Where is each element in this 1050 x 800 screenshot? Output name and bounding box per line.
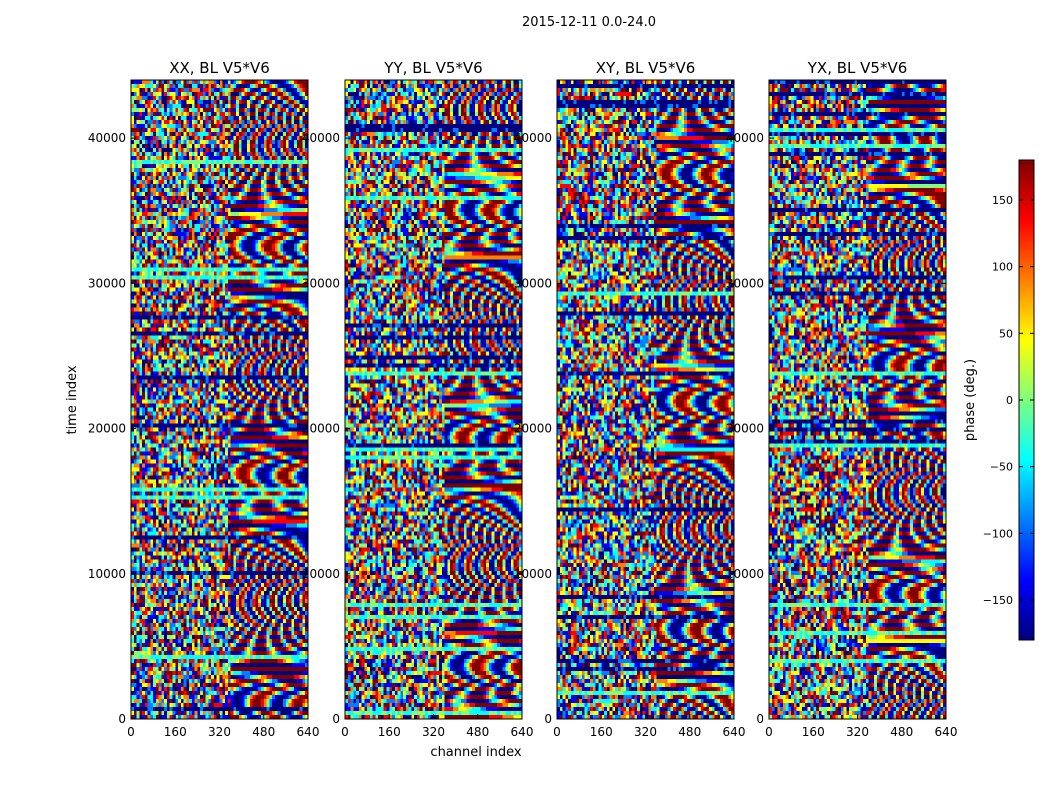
colorbar-tick-label: 0 <box>1006 394 1013 407</box>
y-tick-label: 30000 <box>88 276 126 290</box>
y-axis-label: time index <box>65 365 80 434</box>
phase-heatmap-image <box>131 80 308 719</box>
colorbar-tick-label: −100 <box>983 527 1013 540</box>
panel-title: XY, BL V5*V6 <box>596 59 696 77</box>
x-tick-label: 640 <box>297 725 320 739</box>
colorbar: −150 −100 −50 0 50 100 150 phase (deg.) <box>963 159 1035 641</box>
y-tick-label: 0 <box>544 712 552 726</box>
panel-title: XX, BL V5*V6 <box>169 59 270 77</box>
y-tick-label: 20000 <box>726 422 764 436</box>
y-tick-label: 0 <box>118 712 126 726</box>
y-tick-label: 40000 <box>514 131 552 145</box>
x-tick-label: 480 <box>466 725 489 739</box>
phase-heatmap-image <box>769 80 946 719</box>
colorbar-tick-label: 50 <box>999 327 1013 340</box>
panel-title: YX, BL V5*V6 <box>807 59 908 77</box>
y-tick-label: 40000 <box>726 131 764 145</box>
x-tick-label: 0 <box>553 725 561 739</box>
panel-1: XX, BL V5*V6 0 160 320 480 640 0 10000 20000 3000… <box>88 59 320 739</box>
x-tick-label: 480 <box>678 725 701 739</box>
y-tick-label: 10000 <box>726 567 764 581</box>
phase-heatmap-image <box>557 80 734 719</box>
x-tick-label: 640 <box>935 725 958 739</box>
x-tick-label: 640 <box>723 725 746 739</box>
panel-title: YY, BL V5*V6 <box>383 59 482 77</box>
x-tick-label: 160 <box>590 725 613 739</box>
colorbar-label: phase (deg.) <box>963 359 978 441</box>
y-tick-label: 10000 <box>88 567 126 581</box>
y-tick-label: 30000 <box>726 276 764 290</box>
figure-suptitle: 2015-12-11 0.0-24.0 <box>522 15 656 30</box>
x-tick-label: 480 <box>252 725 275 739</box>
y-tick-label: 40000 <box>88 131 126 145</box>
x-tick-label: 320 <box>634 725 657 739</box>
y-tick-label: 0 <box>756 712 764 726</box>
colorbar-tick-label: −50 <box>990 461 1013 474</box>
x-tick-label: 160 <box>164 725 187 739</box>
colorbar-tick-label: 100 <box>992 261 1013 274</box>
colorbar-tick-label: −150 <box>983 594 1013 607</box>
y-tick-label: 30000 <box>514 276 552 290</box>
phase-heatmap-image <box>345 80 522 719</box>
y-tick-label: 20000 <box>88 422 126 436</box>
x-tick-label: 320 <box>422 725 445 739</box>
y-tick-label: 20000 <box>514 422 552 436</box>
panels: XX, BL V5*V6 0 160 320 480 640 0 10000 20000 3000… <box>88 59 958 739</box>
x-tick-label: 320 <box>846 725 869 739</box>
y-tick-label: 20000 <box>302 422 340 436</box>
x-tick-label: 640 <box>511 725 534 739</box>
x-tick-label: 0 <box>765 725 773 739</box>
colorbar-tick-label: 150 <box>992 194 1013 207</box>
panel-3: XY, BL V5*V6 0 160 320 480 640 0 10000 20000 3000… <box>514 59 746 739</box>
panel-2: YY, BL V5*V6 0 160 320 480 640 0 10000 20000 3000… <box>302 59 534 739</box>
x-tick-label: 160 <box>802 725 825 739</box>
x-tick-label: 0 <box>127 725 135 739</box>
x-tick-label: 480 <box>890 725 913 739</box>
y-tick-label: 10000 <box>302 567 340 581</box>
x-tick-label: 320 <box>208 725 231 739</box>
y-tick-label: 40000 <box>302 131 340 145</box>
y-tick-label: 0 <box>332 712 340 726</box>
x-tick-label: 160 <box>378 725 401 739</box>
x-tick-label: 0 <box>341 725 349 739</box>
y-tick-label: 30000 <box>302 276 340 290</box>
y-tick-label: 10000 <box>514 567 552 581</box>
panel-4: YX, BL V5*V6 0 160 320 480 640 0 10000 20000 3000… <box>726 59 958 739</box>
x-axis-label: channel index <box>430 745 521 760</box>
